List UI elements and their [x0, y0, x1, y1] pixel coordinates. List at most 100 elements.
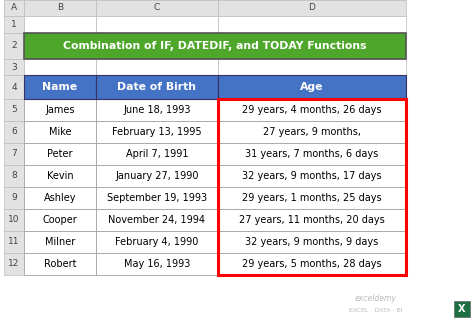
Bar — [96, 59, 218, 75]
Bar — [218, 187, 406, 209]
Text: 32 years, 9 months, 17 days: 32 years, 9 months, 17 days — [242, 171, 382, 181]
Text: Combination of IF, DATEDIF, and TODAY Functions: Combination of IF, DATEDIF, and TODAY Fu… — [63, 41, 367, 51]
Bar — [96, 33, 218, 59]
Bar — [4, 99, 24, 121]
Bar — [96, 187, 218, 209]
Bar — [96, 99, 218, 121]
Text: 5: 5 — [11, 106, 17, 115]
Text: 27 years, 11 months, 20 days: 27 years, 11 months, 20 days — [239, 215, 385, 225]
Text: 1: 1 — [11, 20, 17, 29]
Bar — [218, 0, 406, 16]
Bar — [4, 33, 24, 59]
Bar — [24, 33, 406, 59]
Bar — [218, 143, 406, 165]
Bar — [4, 0, 24, 16]
Bar — [4, 59, 24, 75]
Bar — [24, 187, 96, 209]
Bar — [24, 231, 96, 253]
Bar — [218, 253, 406, 275]
Text: February 13, 1995: February 13, 1995 — [112, 127, 202, 137]
Bar — [24, 121, 96, 143]
Text: 3: 3 — [11, 63, 17, 72]
Bar — [218, 165, 406, 187]
Bar — [4, 187, 24, 209]
Bar — [96, 253, 218, 275]
Text: 9: 9 — [11, 194, 17, 203]
Text: 29 years, 5 months, 28 days: 29 years, 5 months, 28 days — [242, 259, 382, 269]
Text: 12: 12 — [9, 259, 20, 268]
Bar — [218, 187, 406, 209]
Bar — [24, 209, 96, 231]
Text: C: C — [154, 4, 160, 13]
Bar — [24, 143, 96, 165]
Text: B: B — [57, 4, 63, 13]
Bar — [24, 165, 96, 187]
Bar — [24, 143, 96, 165]
Bar — [24, 253, 96, 275]
Bar — [96, 253, 218, 275]
Bar — [4, 253, 24, 275]
Bar — [24, 16, 96, 33]
Text: 31 years, 7 months, 6 days: 31 years, 7 months, 6 days — [246, 149, 379, 159]
Text: February 4, 1990: February 4, 1990 — [115, 237, 199, 247]
Bar — [96, 75, 218, 99]
Text: 6: 6 — [11, 127, 17, 136]
Bar — [4, 0, 406, 16]
Text: A: A — [11, 4, 17, 13]
Text: 29 years, 4 months, 26 days: 29 years, 4 months, 26 days — [242, 105, 382, 115]
Bar — [96, 187, 218, 209]
Bar — [24, 33, 96, 59]
Bar — [24, 165, 96, 187]
Bar — [218, 231, 406, 253]
Text: Cooper: Cooper — [43, 215, 77, 225]
Bar — [96, 209, 218, 231]
Bar — [218, 143, 406, 165]
Bar — [218, 209, 406, 231]
Bar — [96, 121, 218, 143]
Text: Age: Age — [300, 82, 324, 92]
Text: 11: 11 — [8, 238, 20, 247]
Text: exceldemy: exceldemy — [355, 294, 397, 303]
Text: November 24, 1994: November 24, 1994 — [109, 215, 206, 225]
Bar — [218, 121, 406, 143]
Bar — [4, 75, 24, 99]
Bar — [24, 187, 96, 209]
Bar — [24, 0, 96, 16]
Bar — [96, 99, 218, 121]
Text: 32 years, 9 months, 9 days: 32 years, 9 months, 9 days — [246, 237, 379, 247]
Text: 2: 2 — [11, 41, 17, 50]
Bar — [96, 75, 218, 99]
Text: 29 years, 1 months, 25 days: 29 years, 1 months, 25 days — [242, 193, 382, 203]
Bar — [218, 16, 406, 33]
Text: Peter: Peter — [47, 149, 73, 159]
Bar — [96, 143, 218, 165]
Text: June 18, 1993: June 18, 1993 — [123, 105, 191, 115]
Bar — [96, 16, 218, 33]
Bar — [96, 165, 218, 187]
Bar — [24, 209, 96, 231]
Text: Mike: Mike — [49, 127, 71, 137]
Bar — [4, 143, 24, 165]
Bar — [96, 121, 218, 143]
Bar — [218, 99, 406, 121]
Bar — [218, 75, 406, 99]
Bar — [96, 143, 218, 165]
Text: September 19, 1993: September 19, 1993 — [107, 193, 207, 203]
Text: Kevin: Kevin — [46, 171, 73, 181]
Text: April 7, 1991: April 7, 1991 — [126, 149, 188, 159]
Bar — [24, 59, 96, 75]
Bar — [454, 301, 470, 317]
Text: James: James — [45, 105, 75, 115]
Bar — [218, 99, 406, 121]
Bar — [24, 253, 96, 275]
Bar — [96, 231, 218, 253]
Bar — [96, 231, 218, 253]
Bar — [218, 209, 406, 231]
Text: Milner: Milner — [45, 237, 75, 247]
Text: Name: Name — [43, 82, 78, 92]
Text: Ashley: Ashley — [44, 193, 76, 203]
Text: EXCEL · DATA · BI: EXCEL · DATA · BI — [349, 308, 403, 313]
Text: 27 years, 9 months,: 27 years, 9 months, — [263, 127, 361, 137]
Bar — [24, 99, 96, 121]
Text: Date of Birth: Date of Birth — [118, 82, 197, 92]
